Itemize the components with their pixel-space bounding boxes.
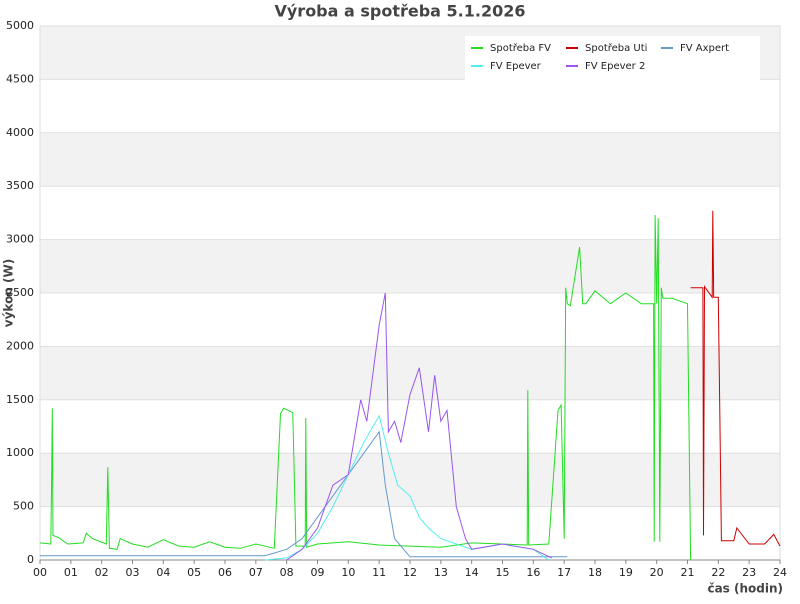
y-tick-label: 3500 bbox=[6, 179, 34, 192]
x-tick-label: 01 bbox=[64, 566, 78, 579]
x-tick-label: 16 bbox=[526, 566, 540, 579]
y-tick-label: 5000 bbox=[6, 19, 34, 32]
series-line bbox=[286, 292, 553, 561]
x-tick-label: 06 bbox=[218, 566, 232, 579]
x-tick-label: 02 bbox=[95, 566, 109, 579]
legend-label: FV Epever 2 bbox=[585, 61, 645, 72]
x-tick-label: 05 bbox=[187, 566, 201, 579]
x-tick-label: 11 bbox=[372, 566, 386, 579]
x-tick-label: 14 bbox=[465, 566, 479, 579]
x-tick-label: 17 bbox=[557, 566, 571, 579]
series-line bbox=[39, 214, 692, 561]
x-tick-label: 13 bbox=[434, 566, 448, 579]
x-tick-label: 03 bbox=[126, 566, 140, 579]
x-tick-label: 22 bbox=[711, 566, 725, 579]
x-tick-label: 04 bbox=[156, 566, 170, 579]
legend-label: Spotřeba FV bbox=[490, 42, 551, 54]
x-tick-label: 19 bbox=[619, 566, 633, 579]
x-tick-label: 21 bbox=[681, 566, 695, 579]
y-tick-label: 4000 bbox=[6, 126, 34, 139]
x-tick-label: 07 bbox=[249, 566, 263, 579]
x-axis-label: čas (hodin) bbox=[707, 582, 783, 596]
y-tick-label: 3000 bbox=[6, 233, 34, 246]
series-line bbox=[40, 430, 568, 558]
x-tick-label: 20 bbox=[650, 566, 664, 579]
series-line bbox=[690, 210, 781, 547]
x-tick-label: 23 bbox=[742, 566, 756, 579]
x-tick-label: 00 bbox=[33, 566, 47, 579]
grid-band bbox=[40, 239, 780, 293]
grid-band bbox=[40, 453, 780, 507]
y-tick-label: 1000 bbox=[6, 446, 34, 459]
grid-band bbox=[40, 132, 780, 187]
x-tick-label: 12 bbox=[403, 566, 417, 579]
y-tick-label: 0 bbox=[27, 553, 34, 566]
x-tick-label: 08 bbox=[280, 566, 294, 579]
legend-label: FV Axpert bbox=[680, 43, 729, 54]
x-tick-label: 09 bbox=[311, 566, 325, 579]
x-tick-label: 10 bbox=[341, 566, 355, 579]
y-tick-label: 2000 bbox=[6, 339, 34, 352]
legend-label: Spotřeba Uti bbox=[585, 42, 647, 54]
y-tick-label: 1500 bbox=[6, 393, 34, 406]
grid-band bbox=[40, 346, 780, 400]
legend-label: FV Epever bbox=[490, 61, 542, 72]
x-tick-label: 18 bbox=[588, 566, 602, 579]
chart-title: Výroba a spotřeba 5.1.2026 bbox=[274, 2, 525, 21]
y-axis-label: výkon (W) bbox=[2, 259, 16, 327]
y-tick-label: 500 bbox=[13, 500, 34, 513]
x-tick-label: 24 bbox=[773, 566, 787, 579]
x-tick-label: 15 bbox=[496, 566, 510, 579]
legend-box bbox=[465, 36, 760, 80]
y-tick-label: 2500 bbox=[6, 286, 34, 299]
y-tick-label: 4500 bbox=[6, 72, 34, 85]
